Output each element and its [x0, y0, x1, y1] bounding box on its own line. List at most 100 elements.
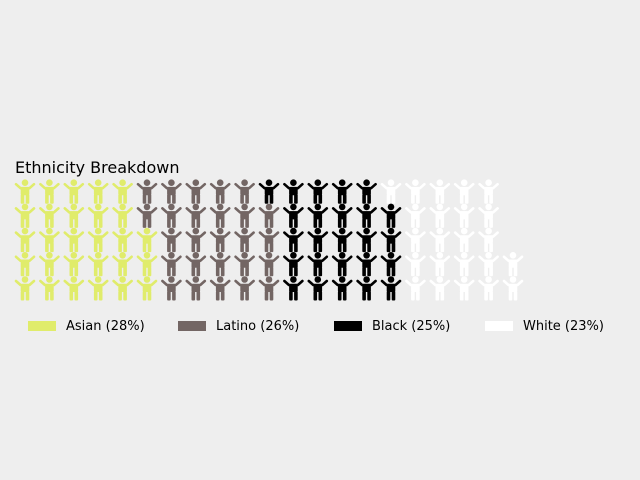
person-icon-asian	[136, 227, 158, 253]
person-icon-latino	[161, 276, 182, 301]
person-icon-white	[478, 203, 499, 228]
person-icon-asian	[87, 203, 109, 228]
person-icon-black	[307, 203, 329, 228]
person-icon-white	[478, 276, 499, 301]
person-icon-black	[380, 276, 402, 301]
person-icon-latino	[209, 227, 231, 253]
person-icon-latino	[234, 252, 255, 277]
person-icon-asian	[14, 252, 36, 277]
person-icon-latino	[185, 227, 207, 253]
person-icon-black	[283, 227, 304, 253]
person-icon-latino	[136, 179, 158, 204]
legend-label-white: White (23%)	[523, 318, 604, 334]
person-icon-asian	[14, 203, 36, 228]
person-icon-asian	[39, 276, 60, 301]
person-icon-latino	[234, 276, 255, 301]
person-icon-black	[331, 203, 353, 228]
person-icon-latino	[209, 179, 231, 204]
person-icon-white	[429, 203, 451, 228]
person-icon-black	[380, 203, 402, 228]
person-icon-white	[429, 179, 451, 204]
person-icon-white	[405, 179, 426, 204]
person-icon-black	[356, 252, 377, 277]
person-icon-asian	[136, 276, 158, 301]
person-icon-white	[478, 227, 499, 253]
person-icon-latino	[209, 276, 231, 301]
person-icon-asian	[63, 252, 85, 277]
person-icon-white	[429, 276, 451, 301]
legend-label-black: Black (25%)	[372, 318, 451, 334]
person-icon-white	[502, 276, 524, 301]
person-icon-asian	[63, 203, 85, 228]
legend-swatch-white	[485, 321, 513, 331]
person-icon-latino	[209, 252, 231, 277]
person-icon-black	[307, 276, 329, 301]
person-icon-black	[331, 227, 353, 253]
person-icon-asian	[63, 179, 85, 204]
person-icon-asian	[112, 252, 133, 277]
person-icon-asian	[14, 227, 36, 253]
person-icon-white	[453, 203, 475, 228]
person-icon-latino	[185, 252, 207, 277]
person-icon-white	[429, 252, 451, 277]
person-icon-black	[331, 252, 353, 277]
person-icon-white	[453, 179, 475, 204]
legend-item-white: White (23%)	[485, 312, 604, 340]
person-icon-black	[356, 227, 377, 253]
person-icon-latino	[185, 179, 207, 204]
legend-label-asian: Asian (28%)	[66, 318, 145, 334]
person-icon-latino	[234, 227, 255, 253]
legend-label-latino: Latino (26%)	[216, 318, 300, 334]
person-icon-white	[405, 252, 426, 277]
person-icon-latino	[161, 227, 182, 253]
person-icon-asian	[39, 227, 60, 253]
person-icon-latino	[185, 276, 207, 301]
person-icon-latino	[185, 203, 207, 228]
chart-title: Ethnicity Breakdown	[15, 158, 180, 177]
person-icon-asian	[14, 276, 36, 301]
person-icon-asian	[87, 252, 109, 277]
legend-item-latino: Latino (26%)	[178, 312, 299, 340]
person-icon-white	[478, 179, 499, 204]
person-icon-black	[380, 227, 402, 253]
person-icon-black	[331, 179, 353, 204]
person-icon-asian	[39, 203, 60, 228]
person-icon-white	[502, 252, 524, 277]
legend-swatch-asian	[28, 321, 56, 331]
person-icon-white	[478, 252, 499, 277]
person-icon-black	[356, 203, 377, 228]
person-icon-asian	[136, 252, 158, 277]
person-icon-latino	[258, 276, 280, 301]
person-icon-latino	[234, 203, 255, 228]
person-icon-asian	[112, 276, 133, 301]
person-icon-asian	[14, 179, 36, 204]
person-icon-latino	[234, 179, 255, 204]
person-icon-asian	[87, 276, 109, 301]
person-icon-black	[283, 276, 304, 301]
person-icon-asian	[112, 179, 133, 204]
person-icon-asian	[87, 227, 109, 253]
person-icon-white	[380, 179, 402, 204]
person-icon-black	[356, 179, 377, 204]
person-icon-latino	[161, 179, 182, 204]
person-icon-asian	[87, 179, 109, 204]
person-icon-black	[283, 203, 304, 228]
person-icon-black	[307, 179, 329, 204]
person-icon-black	[307, 252, 329, 277]
person-icon-latino	[136, 203, 158, 228]
person-icon-white	[405, 203, 426, 228]
person-icon-white	[453, 227, 475, 253]
person-icon-white	[453, 252, 475, 277]
legend-item-black: Black (25%)	[334, 312, 450, 340]
person-icon-black	[283, 179, 304, 204]
person-icon-black	[331, 276, 353, 301]
person-icon-black	[380, 252, 402, 277]
person-icon-latino	[209, 203, 231, 228]
person-icon-white	[405, 227, 426, 253]
legend: Asian (28%) Latino (26%) Black (25%) Whi…	[0, 312, 640, 340]
person-icon-latino	[258, 227, 280, 253]
person-icon-black	[258, 179, 280, 204]
person-icon-asian	[39, 179, 60, 204]
person-icon-black	[283, 252, 304, 277]
person-icon-latino	[161, 252, 182, 277]
